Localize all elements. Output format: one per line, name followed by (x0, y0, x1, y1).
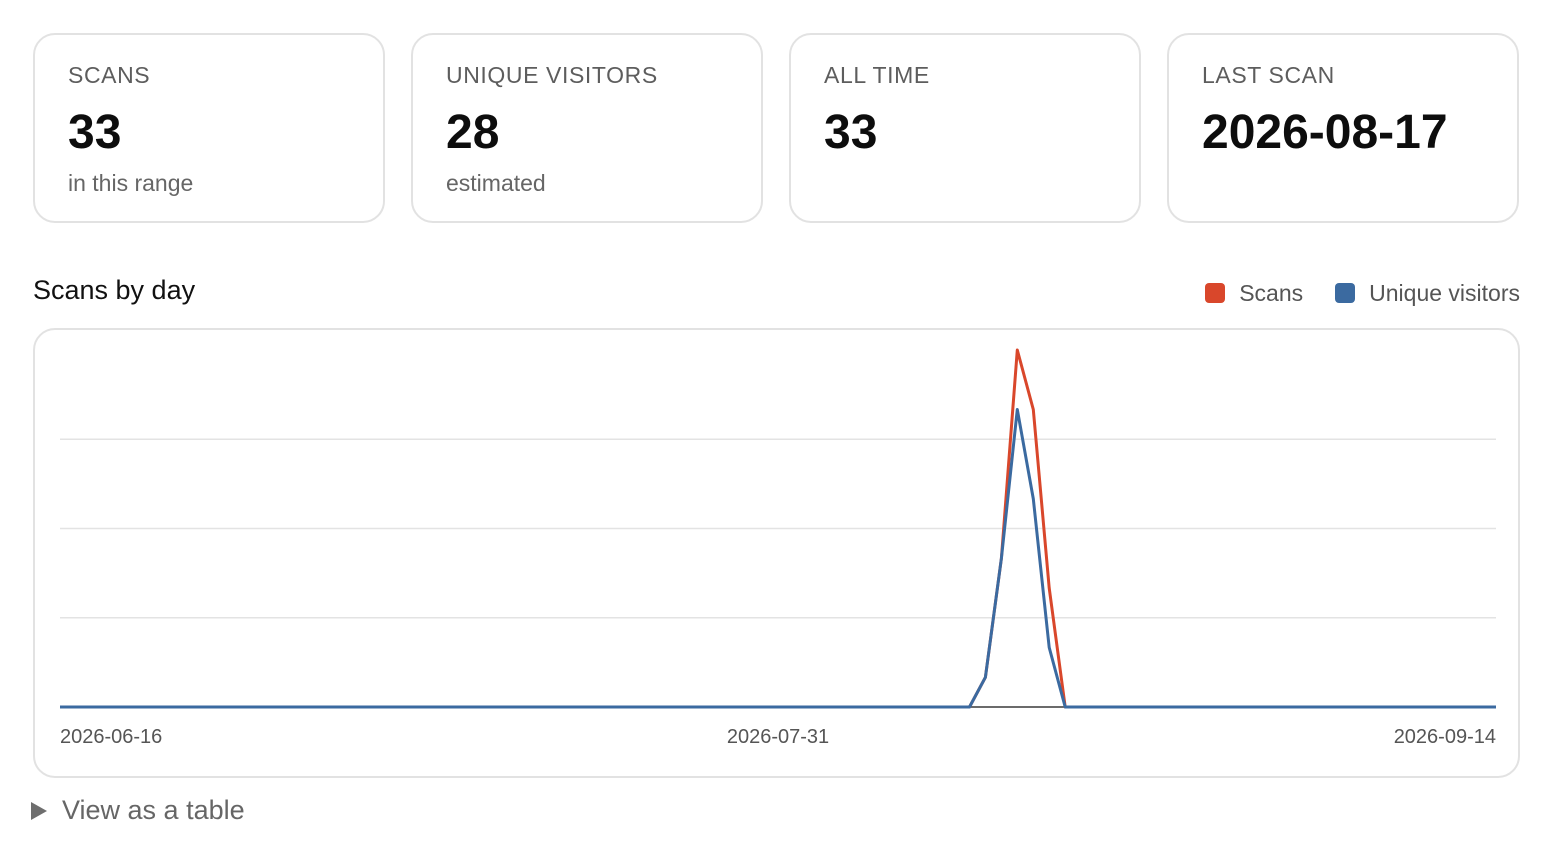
stat-label: ALL TIME (824, 62, 930, 88)
x-tick-label: 2026-07-31 (727, 726, 829, 748)
scans-line-chart: 2026-06-16 2026-07-31 2026-09-14 (60, 348, 1496, 748)
stat-card-unique-visitors: UNIQUE VISITORS 28 estimated (411, 33, 763, 223)
x-tick-label: 2026-09-14 (1394, 726, 1496, 748)
stat-card-scans: SCANS 33 in this range (33, 33, 385, 223)
x-tick-label: 2026-06-16 (60, 726, 162, 748)
stat-card-last-scan: LAST SCAN 2026-08-17 (1167, 33, 1519, 223)
legend-label-scans: Scans (1239, 279, 1304, 306)
disclosure-triangle-icon (31, 801, 47, 820)
stat-value: 2026-08-17 (1202, 106, 1448, 159)
series-line-unique-visitors (60, 408, 1496, 709)
stat-label: UNIQUE VISITORS (446, 62, 658, 88)
view-as-table-label: View as a table (62, 795, 245, 825)
legend-swatch-scans (1205, 283, 1226, 303)
stat-value: 33 (68, 106, 122, 159)
legend-swatch-unique-visitors (1335, 283, 1356, 303)
chart-legend: Scans Unique visitors (1173, 278, 1520, 308)
stat-value: 28 (446, 106, 500, 159)
stat-label: LAST SCAN (1202, 62, 1335, 88)
stats-row: SCANS 33 in this range UNIQUE VISITORS 2… (33, 33, 1520, 223)
legend-item-scans: Scans (1205, 280, 1303, 307)
stat-value: 33 (824, 106, 878, 159)
legend-label-unique-visitors: Unique visitors (1369, 279, 1520, 306)
stat-subtitle: in this range (68, 170, 194, 196)
legend-item-unique-visitors: Unique visitors (1335, 280, 1520, 307)
stat-subtitle: estimated (446, 170, 546, 196)
chart-container: 2026-06-16 2026-07-31 2026-09-14 (33, 328, 1520, 778)
view-as-table-toggle[interactable]: View as a table (31, 795, 245, 826)
chart-title: Scans by day (33, 275, 196, 305)
stat-card-all-time: ALL TIME 33 (789, 33, 1141, 223)
stat-label: SCANS (68, 62, 151, 88)
